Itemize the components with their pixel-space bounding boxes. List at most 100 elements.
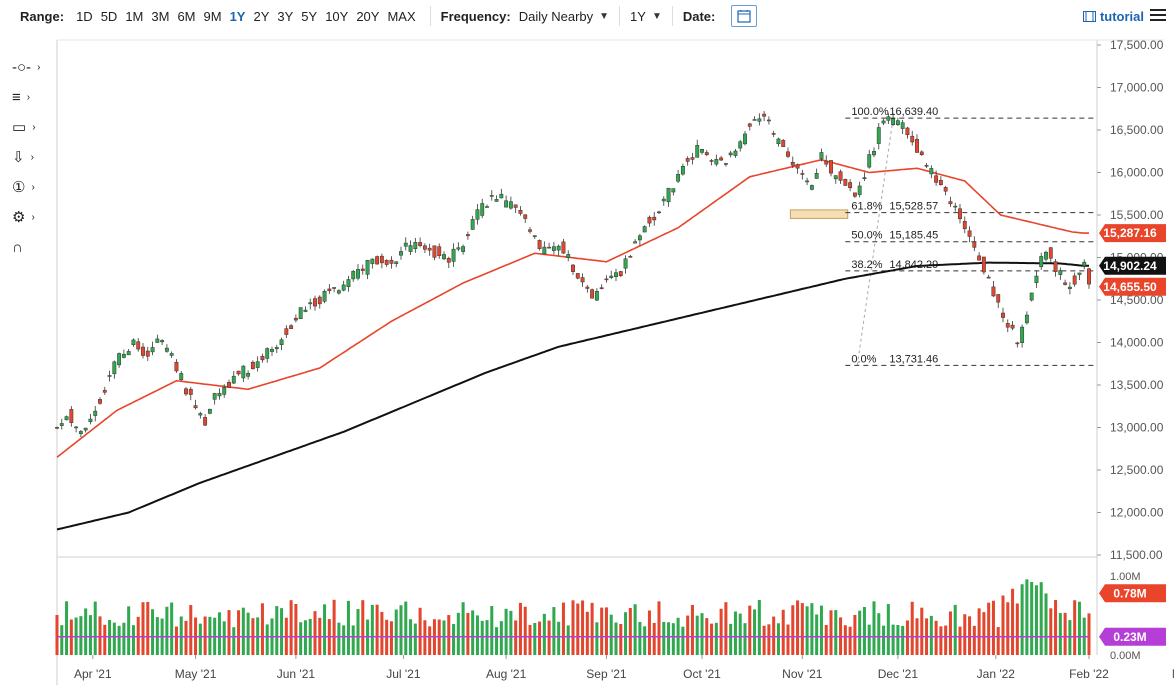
volume-bar xyxy=(55,615,59,655)
annotation-tool-button[interactable]: ① › xyxy=(12,172,52,202)
candle-body xyxy=(723,163,728,165)
range-button-3y[interactable]: 3Y xyxy=(277,8,294,24)
candle-body xyxy=(188,388,193,395)
candle-body xyxy=(862,177,867,180)
toolbar: Range: 1D 5D 1M 3M 6M 9M 1Y 2Y 3Y 5Y 10Y 20Y MAX Fre… xyxy=(0,0,1174,32)
candle-body xyxy=(561,241,566,254)
volume-bar xyxy=(643,626,647,655)
volume-bar xyxy=(1058,613,1062,655)
volume-bar xyxy=(757,599,761,655)
candle-body xyxy=(523,214,528,219)
candle-body xyxy=(145,350,150,357)
volume-bar xyxy=(1063,612,1067,655)
arrow-down-tool-button[interactable]: ⇩ › xyxy=(12,142,52,172)
candle-body xyxy=(375,256,380,265)
candle-body xyxy=(121,353,126,358)
price-badge: 14,902.24 xyxy=(1099,256,1166,275)
candle-body xyxy=(212,393,217,400)
candle-body xyxy=(1020,326,1025,343)
settings-tool-button[interactable]: ⚙ › xyxy=(12,202,52,232)
range-button-1d[interactable]: 1D xyxy=(76,8,93,24)
candle-body xyxy=(136,341,141,350)
volume-bar xyxy=(131,625,135,655)
price-badge-label: 15,287.16 xyxy=(1103,226,1157,240)
candle-body xyxy=(566,254,571,258)
price-tick-label: 13,500.00 xyxy=(1110,378,1164,392)
volume-bar xyxy=(504,608,508,655)
candle-body xyxy=(356,269,360,279)
period-select[interactable]: 1Y ▼ xyxy=(630,9,662,24)
volume-bar xyxy=(93,601,97,655)
chevron-right-icon: › xyxy=(30,151,34,163)
candle-body xyxy=(160,340,165,343)
candle-body xyxy=(93,410,98,416)
chevron-right-icon: › xyxy=(26,91,31,103)
range-button-1y[interactable]: 1Y xyxy=(229,8,246,24)
hamburger-menu-icon[interactable] xyxy=(1150,7,1166,21)
candle-body xyxy=(98,399,102,404)
range-button-10y[interactable]: 10Y xyxy=(325,8,349,24)
candle-body xyxy=(891,118,896,125)
candle-body xyxy=(260,356,265,361)
tutorial-link[interactable]: tutorial xyxy=(1082,9,1144,24)
fibonacci-tool-button[interactable]: ≡ › xyxy=(12,82,52,112)
volume-bar xyxy=(886,604,890,655)
volume-bar xyxy=(69,619,73,655)
volume-tick-label: 1.00M xyxy=(1110,571,1141,583)
candle-body xyxy=(399,251,403,256)
candle-body xyxy=(575,273,580,279)
volume-bar xyxy=(366,619,370,655)
magnet-tool-button[interactable]: ∩ xyxy=(12,232,52,262)
rectangle-tool-button[interactable]: ▭ › xyxy=(12,112,52,142)
volume-bar xyxy=(146,601,150,655)
candle-body xyxy=(580,277,585,283)
range-button-5d[interactable]: 5D xyxy=(100,8,118,24)
price-tick-label: 12,500.00 xyxy=(1110,463,1164,477)
range-button-9m[interactable]: 9M xyxy=(203,8,222,24)
volume-bar xyxy=(901,625,905,655)
candle-body xyxy=(494,199,499,202)
volume-bar xyxy=(671,623,675,655)
candle-body xyxy=(762,113,767,117)
volume-bar xyxy=(179,616,183,655)
candle-body xyxy=(695,145,700,158)
volume-bar xyxy=(308,618,312,655)
range-button-6m[interactable]: 6M xyxy=(177,8,196,24)
candle-body xyxy=(461,246,466,252)
volume-bar xyxy=(136,616,140,655)
candle-body xyxy=(303,309,308,312)
range-button-1m[interactable]: 1M xyxy=(125,8,144,24)
calendar-button[interactable] xyxy=(731,5,758,27)
candle-body xyxy=(470,219,475,230)
volume-bar xyxy=(628,607,632,655)
candle-body xyxy=(977,255,982,261)
range-button-3m[interactable]: 3M xyxy=(151,8,170,24)
candle-body xyxy=(102,390,107,393)
volume-bar xyxy=(733,611,737,655)
range-button-max[interactable]: MAX xyxy=(387,8,416,24)
candle-body xyxy=(590,289,595,299)
candle-body xyxy=(934,175,939,183)
candle-body xyxy=(771,133,776,135)
candle-body xyxy=(676,174,681,182)
range-button-2y[interactable]: 2Y xyxy=(253,8,270,24)
volume-bar xyxy=(915,618,919,655)
candle-body xyxy=(451,248,456,262)
line-tool-button[interactable]: -○- › xyxy=(12,52,52,82)
candle-body xyxy=(786,151,790,157)
candle-body xyxy=(480,203,485,216)
candle-body xyxy=(958,208,962,220)
volume-bar xyxy=(705,618,709,655)
volume-bar xyxy=(65,601,69,655)
candle-body xyxy=(857,185,862,195)
volume-bar xyxy=(800,603,804,655)
candle-body xyxy=(389,259,394,264)
range-button-5y[interactable]: 5Y xyxy=(301,8,318,24)
candle-body xyxy=(972,241,977,248)
range-button-20y[interactable]: 20Y xyxy=(356,8,380,24)
volume-bar xyxy=(657,601,661,655)
frequency-select[interactable]: Daily Nearby ▼ xyxy=(519,9,609,24)
candle-body xyxy=(485,206,489,208)
candle-body xyxy=(661,198,666,202)
